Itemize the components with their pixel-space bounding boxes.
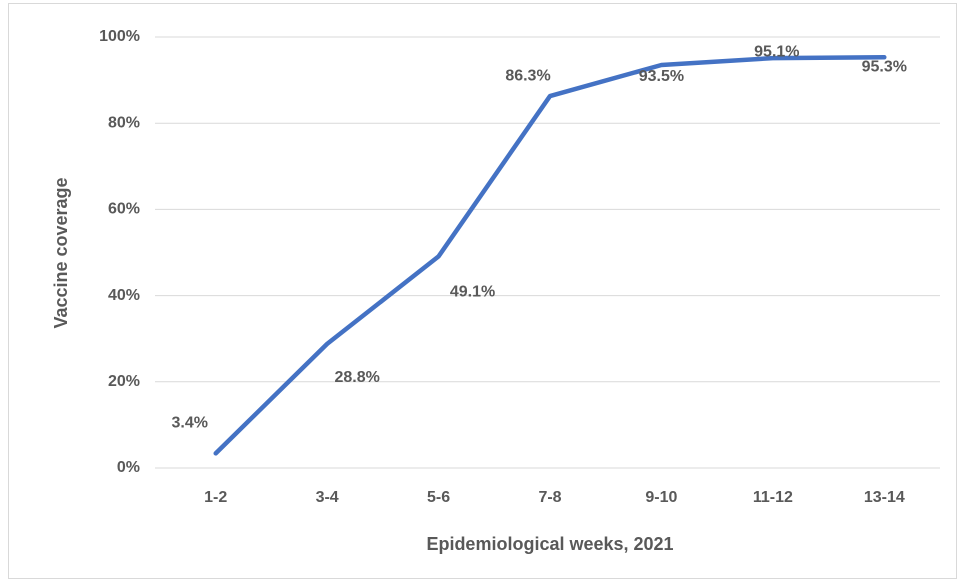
x-tick-label: 7-8 <box>538 489 561 506</box>
chart-border <box>8 3 957 579</box>
data-label: 95.3% <box>862 58 907 75</box>
y-axis-title: Vaccine coverage <box>51 177 71 328</box>
x-tick-label: 11-12 <box>753 489 793 506</box>
y-tick-label: 40% <box>108 287 140 304</box>
x-tick-label: 1-2 <box>204 489 227 506</box>
y-tick-label: 20% <box>108 373 140 390</box>
x-tick-label: 5-6 <box>427 489 450 506</box>
data-label: 86.3% <box>505 67 550 84</box>
y-tick-label: 0% <box>117 459 140 476</box>
data-line <box>213 55 887 456</box>
y-tick-label: 60% <box>108 201 140 218</box>
data-label: 28.8% <box>334 369 379 386</box>
x-tick-label: 13-14 <box>864 489 905 506</box>
y-tick-label: 80% <box>108 114 140 131</box>
data-label: 95.1% <box>754 43 799 60</box>
x-tick-label: 9-10 <box>645 489 677 506</box>
x-tick-label: 3-4 <box>316 489 339 506</box>
data-label: 49.1% <box>450 284 495 301</box>
y-tick-label: 100% <box>99 28 140 45</box>
data-label: 3.4% <box>171 415 207 432</box>
x-axis-title: Epidemiological weeks, 2021 <box>426 534 673 554</box>
data-label: 93.5% <box>639 68 684 85</box>
